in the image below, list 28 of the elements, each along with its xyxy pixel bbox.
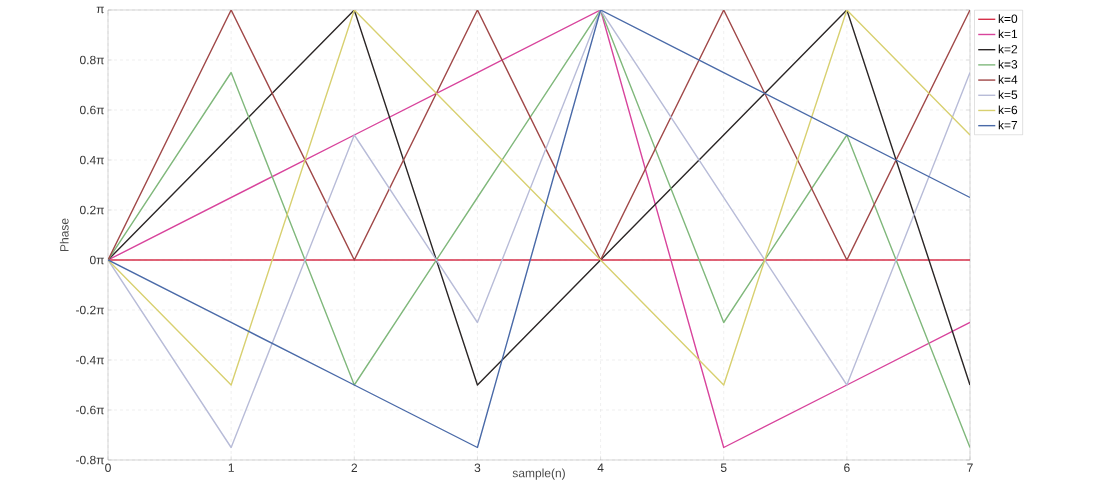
x-axis-title: sample(n) <box>512 468 565 480</box>
y-tick-label: -0.8π <box>76 455 104 465</box>
x-tick-label: 4 <box>597 463 604 472</box>
x-tick-label: 2 <box>351 463 358 472</box>
y-tick-label: π <box>96 6 104 14</box>
legend-label: k=6 <box>998 105 1018 115</box>
x-tick-label: 6 <box>844 463 850 473</box>
y-tick-label: -0.6π <box>76 405 104 415</box>
y-tick-label: 0π <box>89 255 104 265</box>
legend-label: k=3 <box>998 59 1018 69</box>
x-tick-label: 1 <box>228 463 234 472</box>
legend-label: k=4 <box>998 74 1018 84</box>
y-tick-label: -0.4π <box>76 355 104 365</box>
legend-label: k=2 <box>998 44 1018 54</box>
legend-label: k=5 <box>998 90 1018 99</box>
y-tick-label: 0.2π <box>79 205 104 215</box>
legend-label: k=1 <box>998 29 1018 39</box>
y-axis-title: Phase <box>59 218 69 252</box>
y-tick-label: 0.6π <box>79 105 104 115</box>
x-tick-label: 7 <box>967 463 973 472</box>
legend-label: k=0 <box>998 14 1018 24</box>
legend-label: k=7 <box>998 120 1018 130</box>
x-tick-label: 5 <box>720 463 727 472</box>
y-tick-label: 0.4π <box>79 155 104 165</box>
x-tick-label: 3 <box>474 463 481 473</box>
y-tick-label: 0.8π <box>79 55 104 65</box>
x-tick-label: 0 <box>105 463 111 473</box>
y-tick-label: -0.2π <box>76 305 104 315</box>
